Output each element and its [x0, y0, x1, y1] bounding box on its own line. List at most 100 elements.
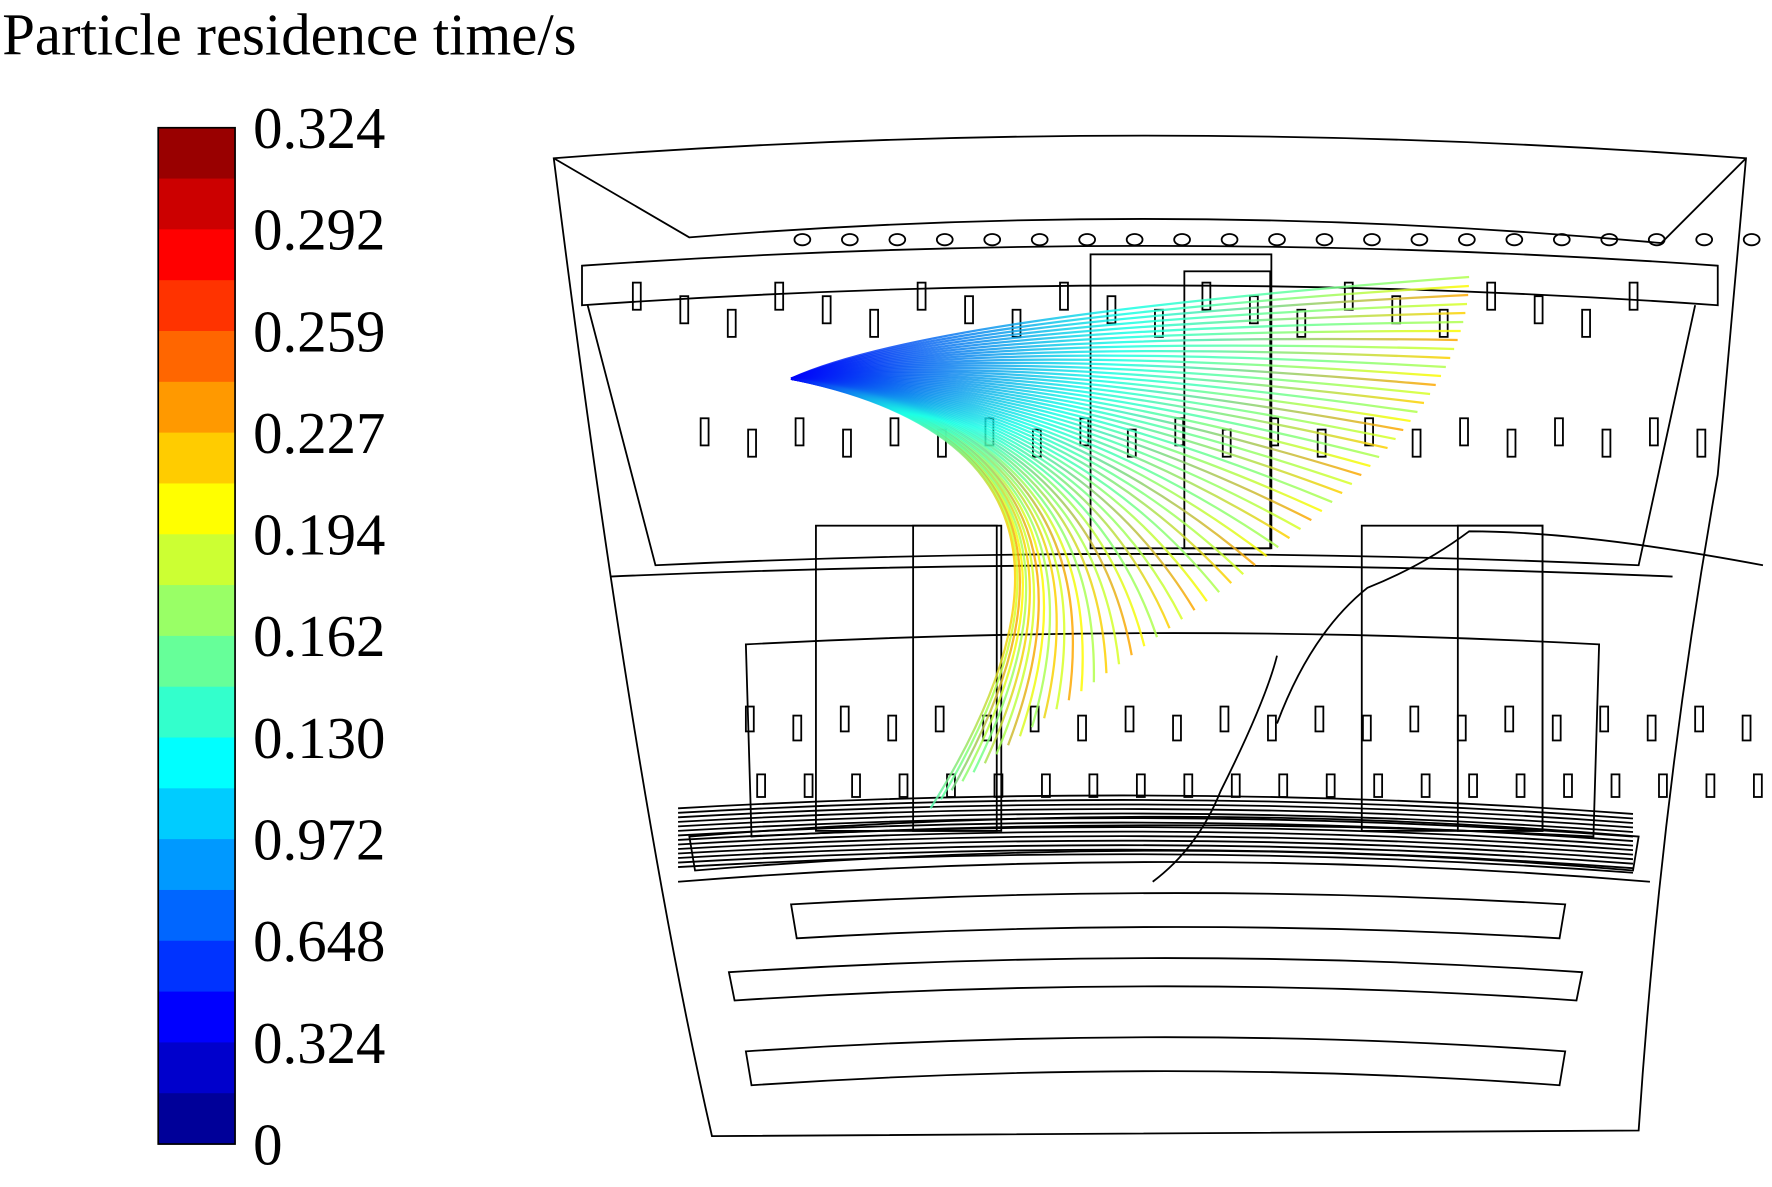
hole	[1647, 233, 1666, 247]
slot	[1504, 705, 1515, 733]
colorbar-band	[158, 635, 236, 688]
colorbar-band	[158, 534, 236, 586]
slot	[1172, 714, 1182, 742]
hole	[1505, 233, 1524, 247]
hole	[1268, 233, 1286, 247]
slot	[1646, 714, 1657, 742]
slot	[1694, 705, 1704, 733]
wire	[678, 812, 1634, 833]
colorbar-band	[158, 940, 236, 993]
wire	[678, 799, 1634, 820]
colorbar-band	[158, 1042, 236, 1094]
hole	[983, 233, 1002, 247]
colorbar-band	[158, 839, 236, 891]
colorbar-label: 0.130	[253, 706, 385, 771]
geometry	[552, 134, 1764, 1138]
hole	[1600, 233, 1619, 247]
slot	[839, 705, 850, 733]
slot	[898, 773, 909, 798]
slot	[1506, 428, 1517, 458]
hole	[1078, 233, 1096, 247]
hole	[1742, 233, 1761, 247]
slot	[1278, 773, 1289, 798]
colorbar-label: 0.194	[253, 503, 385, 568]
slot	[756, 773, 766, 798]
slot	[1599, 705, 1610, 733]
wire	[678, 830, 1634, 852]
slot	[794, 417, 805, 447]
slot	[1420, 773, 1431, 798]
slot	[1705, 773, 1716, 798]
slot	[1124, 705, 1135, 733]
hole	[1552, 233, 1571, 247]
wire	[678, 821, 1634, 842]
colorbar-band	[158, 178, 236, 230]
slot	[1468, 773, 1478, 798]
slot	[726, 308, 737, 338]
hole	[1363, 233, 1381, 247]
slot	[1219, 705, 1230, 733]
colorbar-label: 0	[253, 1112, 282, 1177]
hole	[1695, 233, 1714, 247]
slot	[1267, 714, 1277, 742]
colorbar-band	[158, 381, 236, 434]
hole	[1410, 233, 1429, 247]
wire	[678, 794, 1634, 815]
colorbar-labels: 0.324 0.292 0.259 0.227 0.194 0.162 0.130 0.972…	[253, 96, 385, 1177]
hole	[1458, 233, 1476, 247]
hole	[1173, 233, 1191, 247]
slot	[631, 281, 642, 311]
slot	[1658, 773, 1668, 798]
slot	[1533, 295, 1544, 325]
slot	[1601, 428, 1612, 458]
wire	[678, 803, 1634, 824]
slot	[1741, 714, 1752, 742]
wire	[678, 844, 1634, 865]
colorbar-band	[158, 585, 236, 637]
slot	[1459, 417, 1469, 447]
slot	[1135, 773, 1146, 798]
colorbar-band	[158, 280, 236, 332]
slot	[792, 714, 803, 742]
slot	[1391, 295, 1402, 325]
colorbar-label: 0.324	[253, 96, 385, 161]
colorbar-band	[158, 127, 236, 180]
slot	[803, 773, 814, 798]
slot	[1486, 281, 1497, 311]
slot	[679, 295, 690, 325]
colorbar-label: 0.227	[253, 401, 385, 466]
slot	[1364, 417, 1374, 447]
slot	[747, 428, 757, 458]
slot	[1325, 773, 1336, 798]
slot	[1409, 705, 1420, 733]
slot	[964, 295, 974, 325]
slot	[934, 705, 945, 733]
colorbar-label: 0.324	[253, 1011, 385, 1076]
hole	[935, 233, 954, 247]
colorbar-band	[158, 483, 236, 535]
colorbar-frame	[157, 126, 236, 1145]
slot	[1154, 308, 1164, 338]
colorbar-label: 0.648	[253, 909, 385, 974]
hole	[888, 233, 907, 247]
slot	[1649, 417, 1659, 447]
colorbar-label: 0.162	[253, 604, 385, 669]
slot	[1088, 773, 1099, 798]
hole	[841, 233, 859, 247]
wire	[678, 853, 1634, 874]
slot	[744, 705, 755, 733]
slot	[821, 295, 832, 325]
hole	[793, 233, 812, 247]
slot	[1361, 714, 1372, 742]
colorbar-label: 0.972	[253, 807, 385, 872]
colorbar-band	[158, 737, 236, 789]
colorbar-band	[158, 788, 236, 840]
colorbar-band	[158, 432, 236, 485]
hole	[1315, 233, 1334, 247]
slot	[1029, 705, 1040, 733]
slot	[1201, 281, 1212, 311]
wire	[678, 848, 1634, 870]
colorbar-band	[158, 686, 236, 739]
